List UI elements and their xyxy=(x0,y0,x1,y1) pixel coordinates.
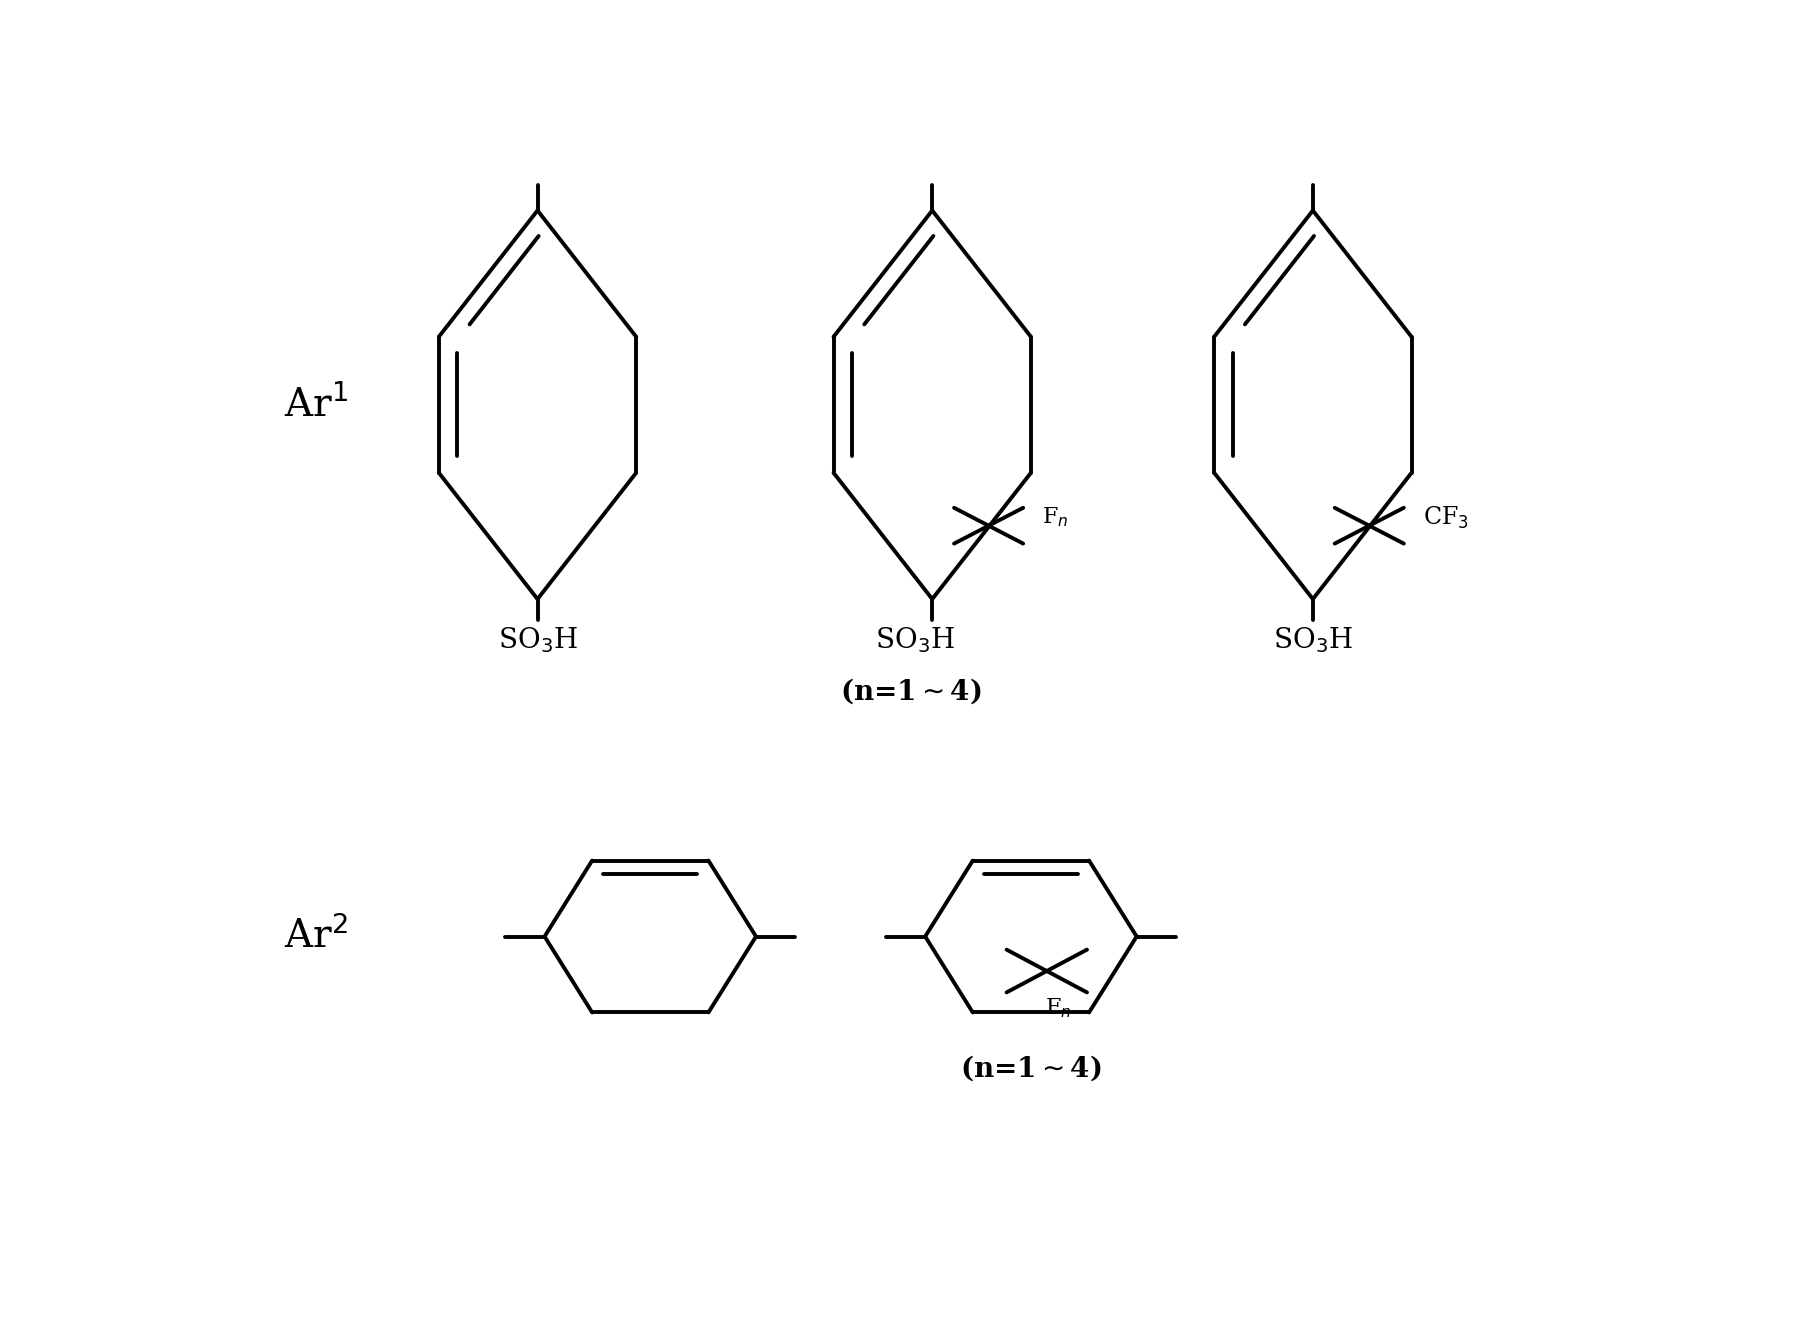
Text: Ar$^2$: Ar$^2$ xyxy=(284,916,347,956)
Text: (n=1$\sim$4): (n=1$\sim$4) xyxy=(840,676,982,705)
Text: CF$_3$: CF$_3$ xyxy=(1422,505,1468,531)
Text: F$_n$: F$_n$ xyxy=(1042,506,1068,530)
Text: (n=1$\sim$4): (n=1$\sim$4) xyxy=(960,1053,1102,1084)
Text: Ar$^1$: Ar$^1$ xyxy=(284,385,347,424)
Text: SO$_3$H: SO$_3$H xyxy=(875,625,955,656)
Text: SO$_3$H: SO$_3$H xyxy=(1273,625,1353,656)
Text: SO$_3$H: SO$_3$H xyxy=(498,625,577,656)
Text: F$_n$: F$_n$ xyxy=(1044,996,1071,1020)
